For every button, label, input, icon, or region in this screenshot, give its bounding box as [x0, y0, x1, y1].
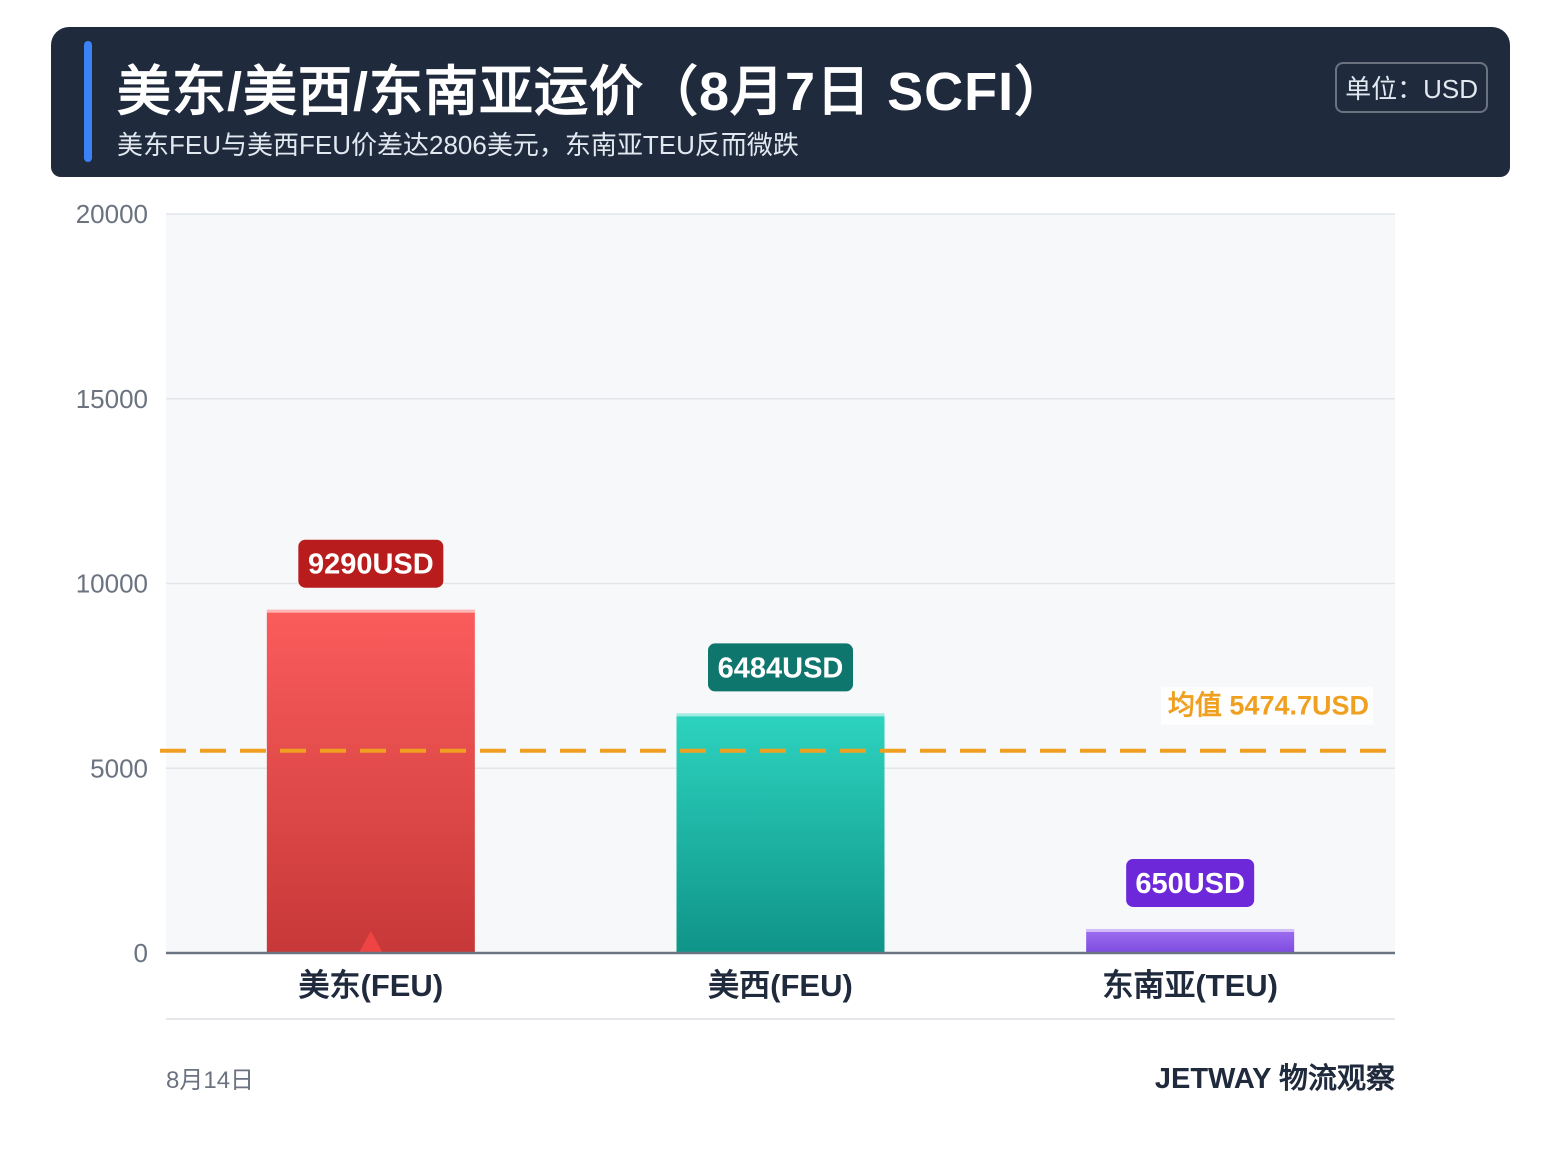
y-tick-label: 15000: [76, 384, 148, 414]
y-tick-label: 10000: [76, 569, 148, 599]
chart-title: 美东/美西/东南亚运价（8月7日 SCFI）: [117, 62, 1070, 122]
category-label: 美东(FEU): [299, 968, 444, 1003]
y-tick-label: 0: [134, 938, 148, 968]
footer-divider: [166, 1018, 1395, 1020]
data-label-bg: [1126, 858, 1255, 907]
category-label: 东南亚(TEU): [1102, 968, 1278, 1003]
up-marker: [358, 931, 383, 953]
data-label-bg: [708, 643, 853, 692]
data-label: 6484USD: [718, 652, 844, 684]
date-note: 8月14日: [166, 1067, 255, 1094]
bar: [266, 609, 475, 953]
category-label: 美西(FEU): [708, 968, 853, 1003]
y-tick-label: 5000: [90, 753, 148, 783]
mean-label-bg: [1161, 686, 1373, 725]
data-label: 9290USD: [308, 549, 434, 581]
bar-highlight: [266, 609, 475, 613]
data-label: 650USD: [1135, 868, 1245, 900]
bar: [676, 713, 885, 953]
data-label-bg: [298, 539, 444, 588]
bar-highlight: [1086, 928, 1295, 932]
unit-badge: 单位：USD: [1335, 62, 1488, 113]
chart-subtitle: 美东FEU与美西FEU价差达2806美元，东南亚TEU反而微跌: [117, 130, 799, 160]
brand-label: JETWAY 物流观察: [1154, 1063, 1395, 1095]
header-accent-bar: [84, 41, 92, 162]
chart-header: 美东/美西/东南亚运价（8月7日 SCFI） 美东FEU与美西FEU价差达280…: [51, 27, 1510, 177]
bar-highlight: [676, 713, 885, 717]
bar: [1086, 928, 1295, 953]
y-tick-label: 20000: [76, 199, 148, 229]
mean-label: 均值 5474.7USD: [1168, 691, 1369, 721]
